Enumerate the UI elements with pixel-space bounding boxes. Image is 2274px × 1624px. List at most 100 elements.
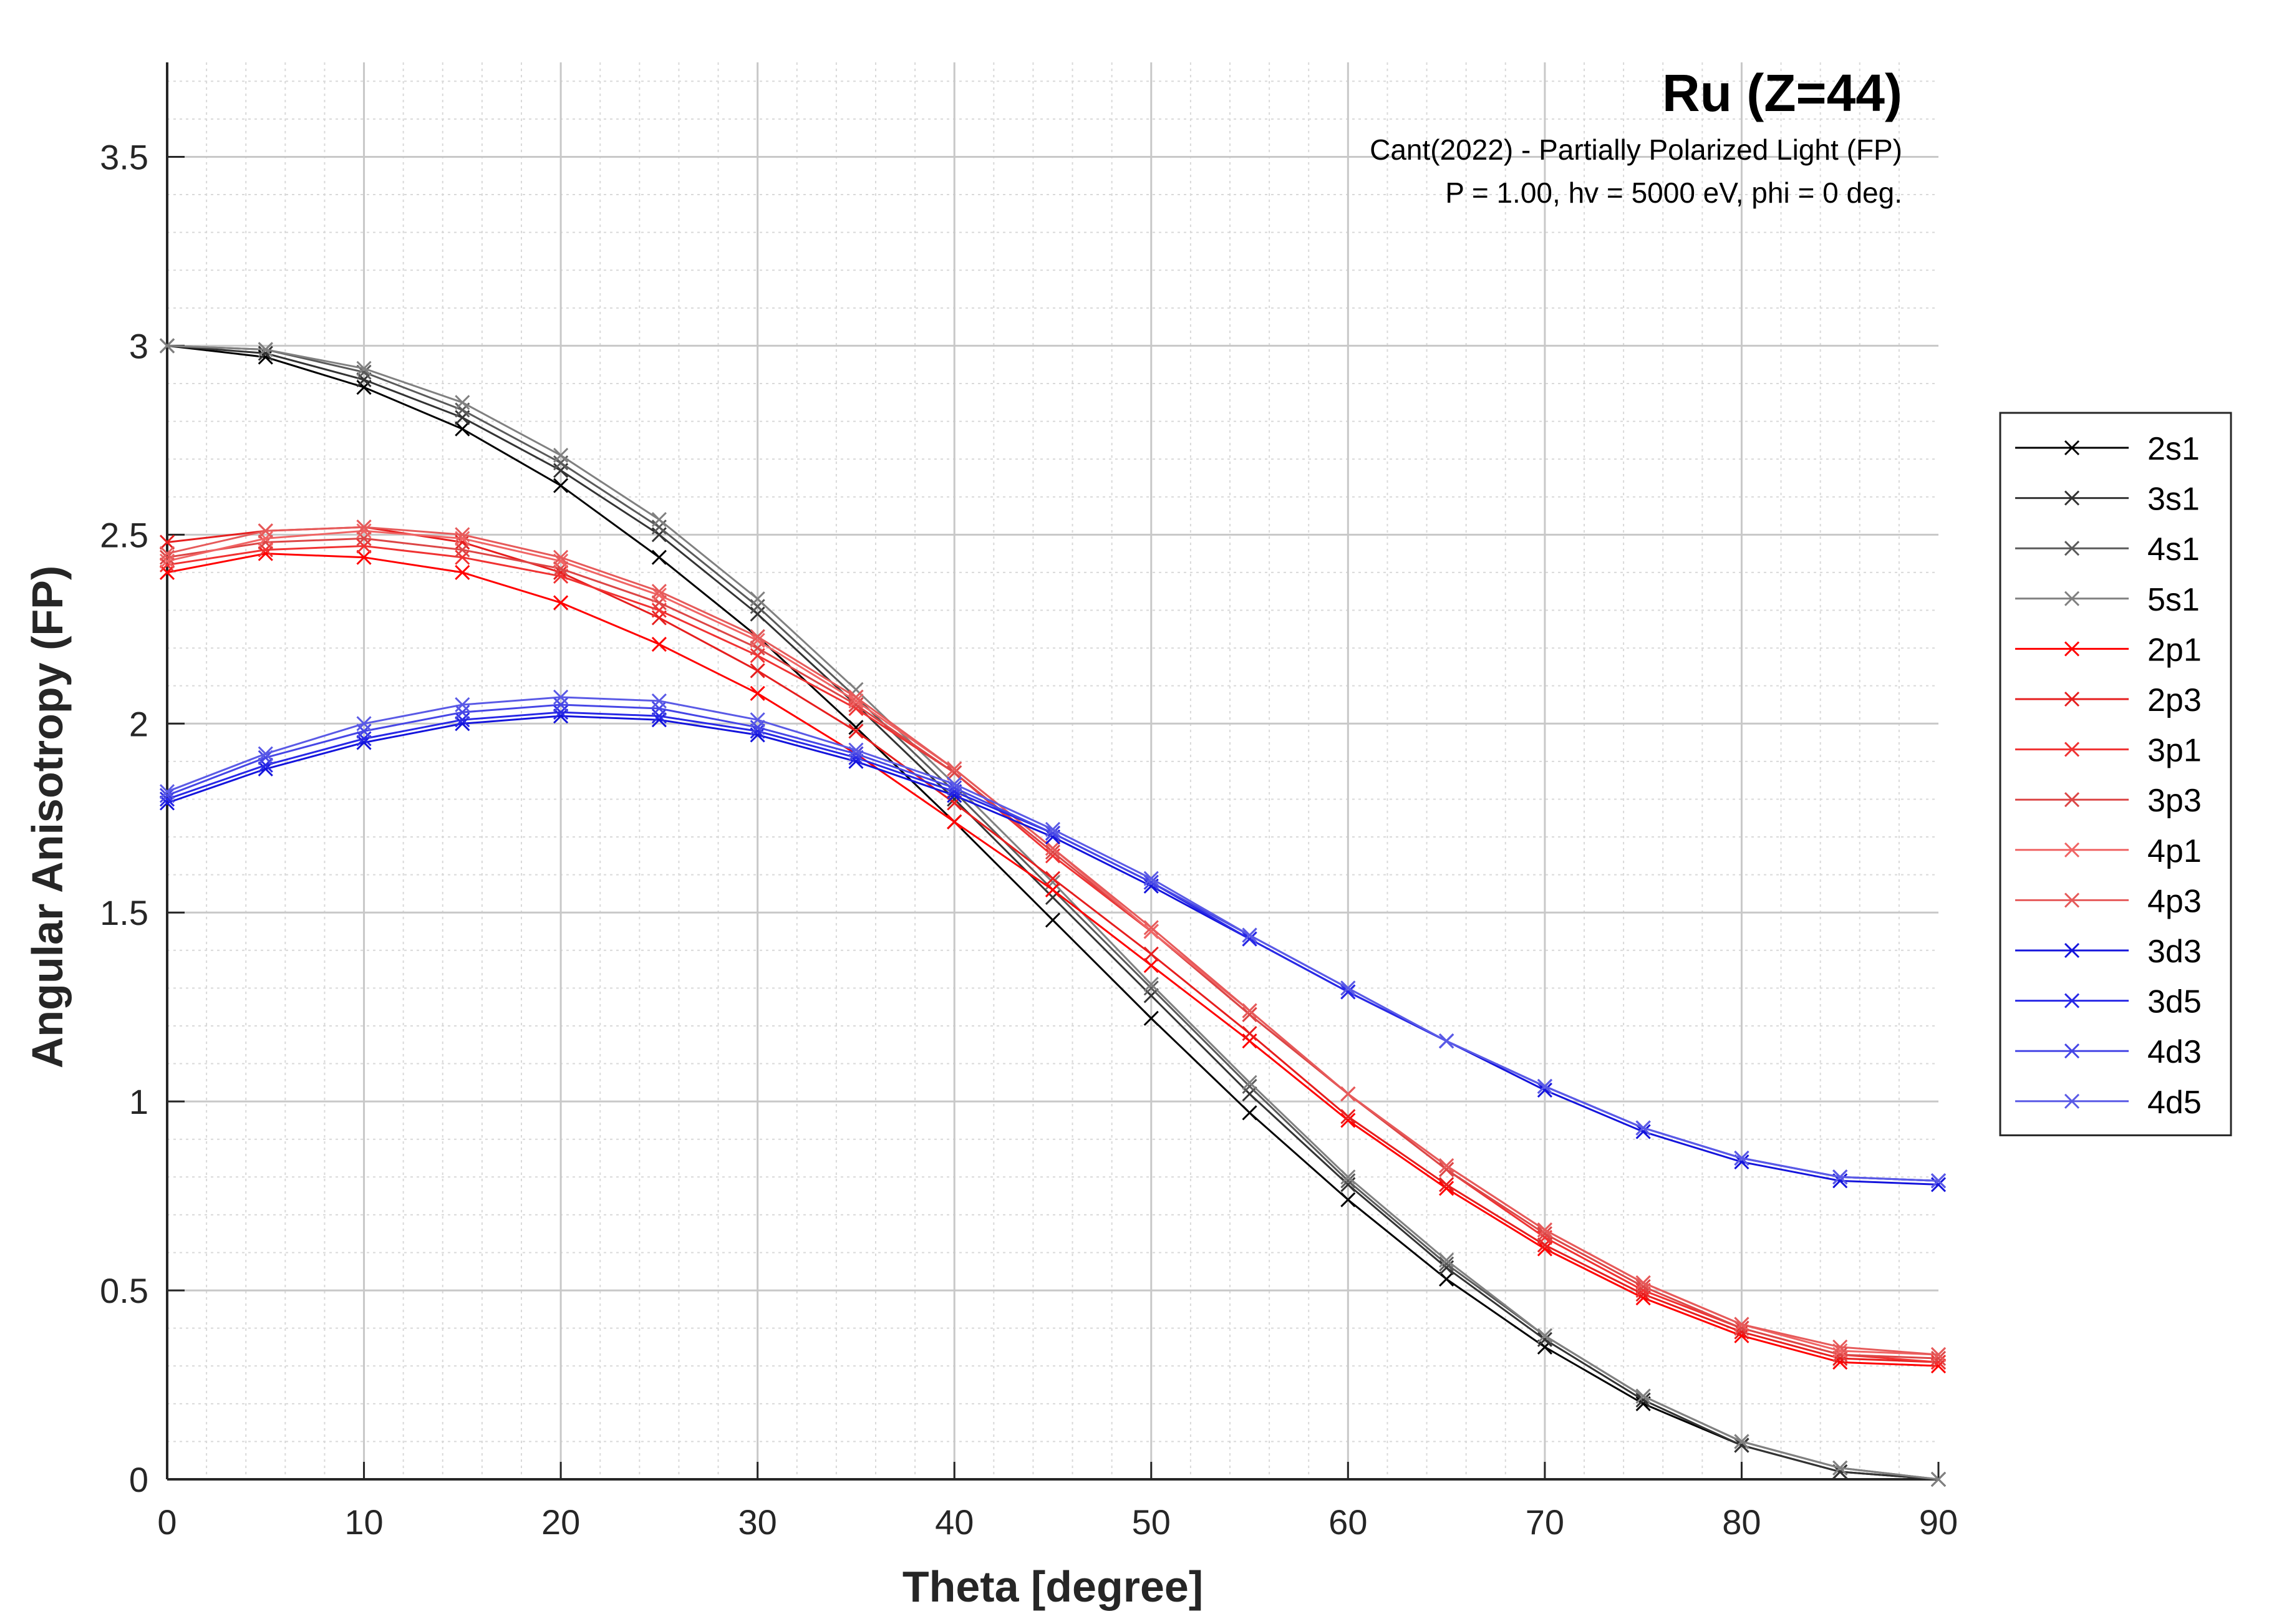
legend-label: 2s1: [2147, 431, 2200, 467]
legend-label: 4d3: [2147, 1034, 2202, 1070]
data-point-4d5: [356, 716, 372, 732]
data-point-4p3: [1930, 1346, 1947, 1363]
data-point-4s1: [1242, 1078, 1257, 1094]
data-point-3s1: [356, 372, 372, 387]
data-point-4d3: [1143, 874, 1159, 890]
data-point-4s1: [1439, 1256, 1454, 1272]
legend-marker: [2064, 892, 2080, 908]
legend-label: 2p1: [2147, 632, 2202, 668]
legend-label: 5s1: [2147, 582, 2200, 618]
data-point-5s1: [258, 342, 273, 357]
major-grid: [167, 62, 1938, 1479]
data-point-3d3: [1635, 1124, 1651, 1139]
chart-subtitle-line-2: P = 1.00, hv = 5000 eV, phi = 0 deg.: [1445, 176, 1902, 209]
legend-marker: [2064, 541, 2080, 556]
legend-entry-2p1: 2p1: [2015, 632, 2202, 668]
data-point-4d5: [848, 742, 864, 758]
data-point-4d3: [1045, 825, 1061, 841]
data-point-4p1: [356, 523, 372, 539]
data-point-4p3: [651, 584, 667, 599]
legend-entry-3d5: 3d5: [2015, 984, 2202, 1020]
data-point-4d5: [947, 776, 962, 792]
data-point-5s1: [455, 395, 470, 410]
data-point-5s1: [1734, 1434, 1749, 1449]
data-point-4d5: [1635, 1120, 1651, 1136]
data-point-5s1: [1930, 1471, 1947, 1487]
data-point-3d3: [553, 708, 569, 724]
legend-marker: [2064, 691, 2080, 707]
y-tick-label: 1.5: [100, 893, 148, 932]
data-point-4p1: [848, 693, 864, 708]
legend-entry-4p3: 4p3: [2015, 883, 2202, 919]
data-point-3d5: [1242, 931, 1257, 947]
legend-marker: [2064, 942, 2080, 959]
data-point-2p1: [1439, 1181, 1454, 1196]
data-point-4d5: [159, 784, 175, 800]
y-axis-label: Angular Anisotropy (FP): [23, 566, 72, 1068]
legend-entry-3d3: 3d3: [2015, 934, 2202, 970]
data-point-4p1: [159, 553, 175, 569]
data-point-5s1: [1832, 1460, 1848, 1476]
data-point-3p3: [1242, 1007, 1257, 1022]
x-tick-label: 20: [541, 1502, 580, 1542]
legend-label: 4s1: [2147, 531, 2200, 568]
data-point-3p1: [356, 538, 372, 554]
data-point-2p1: [159, 564, 175, 580]
data-point-5s1: [356, 360, 372, 376]
data-point-2p1: [1045, 882, 1061, 897]
data-point-2p1: [553, 595, 569, 611]
series-layer: [159, 338, 1947, 1487]
data-point-2p3: [848, 723, 864, 739]
data-point-4p3: [356, 520, 372, 535]
data-point-3d5: [455, 712, 470, 728]
y-tick-label: 2: [129, 704, 148, 743]
data-point-2p1: [1143, 957, 1159, 974]
legend-marker: [2064, 792, 2080, 808]
data-point-3s1: [1635, 1392, 1651, 1408]
x-tick-label: 0: [157, 1502, 177, 1542]
x-axis-label: Theta [degree]: [902, 1562, 1203, 1611]
data-point-3d5: [1340, 984, 1356, 1000]
data-point-2s1: [455, 421, 470, 437]
data-point-3p3: [1439, 1162, 1454, 1177]
data-point-4d5: [651, 693, 667, 708]
x-tick-label: 10: [344, 1502, 383, 1542]
data-point-4p3: [1832, 1339, 1848, 1355]
legend-entry-4p1: 4p1: [2015, 833, 2202, 869]
y-tick-label: 3: [129, 326, 148, 365]
data-point-2p3: [750, 663, 765, 679]
data-point-2s1: [1143, 1010, 1159, 1026]
chart-title: Ru (Z=44): [1662, 64, 1902, 122]
legend-entry-2p3: 2p3: [2015, 682, 2202, 718]
y-tick-label: 2.5: [100, 515, 148, 554]
data-point-4p3: [1635, 1275, 1651, 1291]
legend-label: 3d5: [2147, 984, 2202, 1020]
data-point-4d5: [1832, 1169, 1848, 1185]
data-point-3p3: [1635, 1278, 1651, 1295]
legend-label: 3d3: [2147, 934, 2202, 970]
data-point-4d5: [1242, 927, 1257, 943]
data-point-4d3: [356, 723, 372, 739]
data-point-4d5: [1143, 871, 1159, 886]
data-point-3d5: [553, 705, 569, 720]
data-point-5s1: [1635, 1388, 1651, 1404]
labels: Ru (Z=44) Cant(2022) - Partially Polariz…: [23, 64, 1902, 1611]
legend-label: 4p1: [2147, 833, 2202, 869]
data-point-4s1: [1340, 1173, 1356, 1189]
series-5s1: [159, 338, 1947, 1487]
plot-area: [167, 62, 1938, 1479]
data-point-4d3: [750, 720, 765, 735]
legend-entry-4d3: 4d3: [2015, 1034, 2202, 1070]
y-tick-label: 1: [129, 1082, 148, 1121]
data-point-3d3: [1537, 1082, 1552, 1098]
data-point-4p3: [1045, 841, 1061, 856]
data-point-2p3: [1242, 1026, 1257, 1042]
data-point-4d5: [750, 712, 765, 728]
x-tick-label: 30: [738, 1502, 777, 1542]
data-point-2p1: [1537, 1241, 1552, 1257]
data-point-2p3: [1439, 1177, 1454, 1192]
data-point-2s1: [553, 478, 569, 493]
data-point-3p3: [455, 542, 470, 558]
data-point-3s1: [1537, 1332, 1552, 1347]
